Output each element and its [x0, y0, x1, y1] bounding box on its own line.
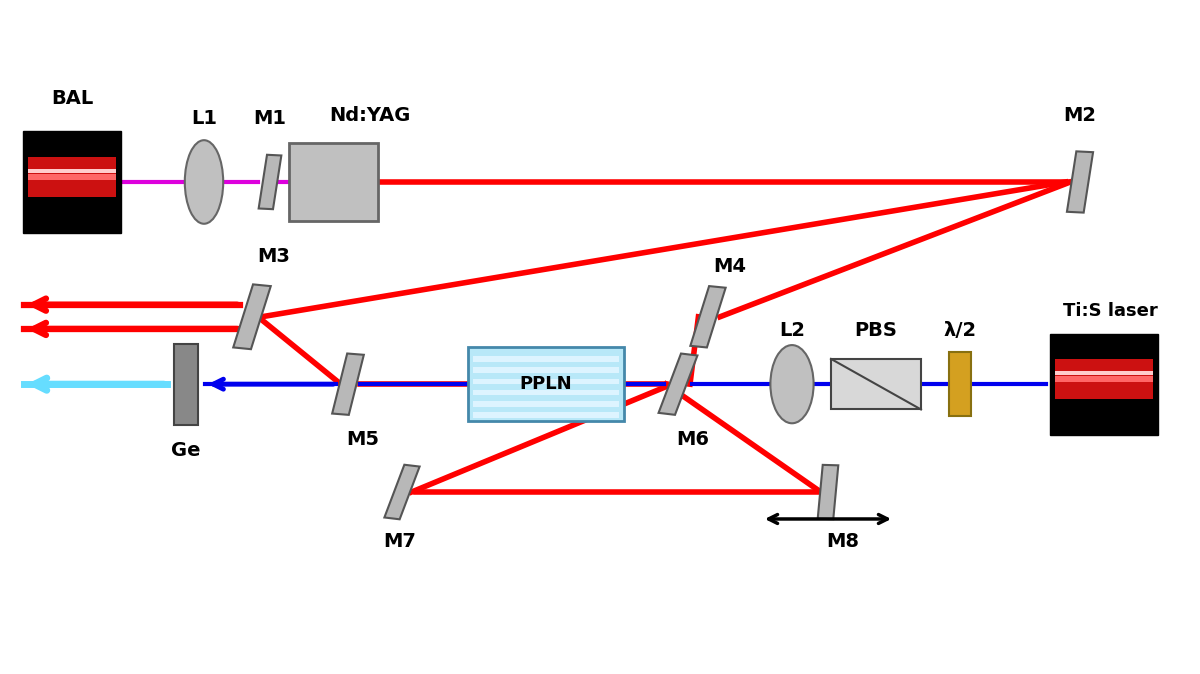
Bar: [28, 174, 116, 180]
Bar: [23, 131, 121, 233]
Bar: [949, 352, 971, 416]
Bar: [1055, 371, 1153, 375]
Bar: [28, 169, 116, 173]
Polygon shape: [1067, 152, 1093, 212]
Text: Ge: Ge: [172, 441, 200, 460]
Text: M8: M8: [826, 532, 859, 551]
Text: Nd:YAG: Nd:YAG: [329, 106, 410, 125]
Text: BAL: BAL: [50, 89, 94, 108]
Bar: [1055, 376, 1153, 382]
Bar: [473, 367, 619, 373]
Polygon shape: [332, 353, 364, 415]
Text: PBS: PBS: [854, 321, 898, 340]
Bar: [473, 356, 619, 362]
Bar: [174, 344, 198, 425]
Bar: [28, 157, 116, 197]
Bar: [289, 144, 378, 221]
Bar: [830, 359, 922, 409]
Text: M6: M6: [676, 430, 709, 449]
Polygon shape: [233, 284, 271, 349]
Text: PPLN: PPLN: [520, 375, 572, 393]
Bar: [473, 390, 619, 396]
Polygon shape: [817, 465, 839, 519]
Text: L2: L2: [779, 321, 805, 340]
Text: Ti:S laser: Ti:S laser: [1063, 302, 1157, 320]
Text: M2: M2: [1063, 106, 1097, 125]
Text: M7: M7: [383, 532, 416, 551]
Bar: [468, 347, 624, 421]
Bar: [473, 412, 619, 418]
Polygon shape: [259, 155, 281, 209]
Bar: [473, 401, 619, 406]
Bar: [1055, 359, 1153, 399]
Polygon shape: [690, 286, 726, 348]
Text: λ/2: λ/2: [943, 321, 977, 340]
Text: M5: M5: [346, 430, 379, 449]
Ellipse shape: [185, 140, 223, 224]
Bar: [473, 379, 619, 384]
Text: M3: M3: [257, 247, 290, 266]
Text: L1: L1: [191, 109, 217, 128]
Ellipse shape: [770, 345, 814, 423]
Bar: [1050, 334, 1158, 435]
Polygon shape: [659, 354, 697, 415]
Text: M1: M1: [253, 109, 287, 128]
Text: M4: M4: [713, 257, 746, 276]
Polygon shape: [384, 465, 420, 519]
